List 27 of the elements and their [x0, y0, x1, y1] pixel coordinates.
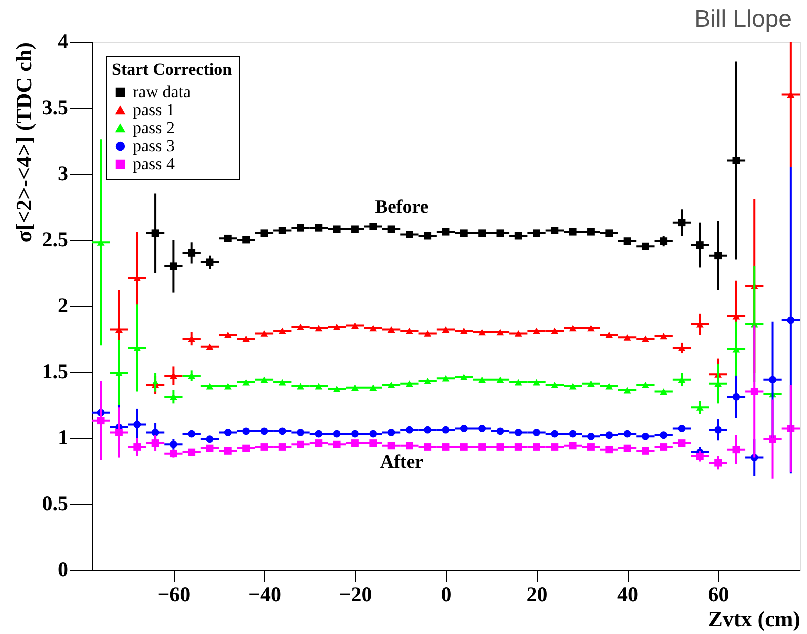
x-tick-label: −20 [339, 582, 372, 606]
y-tick-label: 3.5 [42, 96, 68, 120]
y-tick-label: 1 [58, 426, 68, 450]
annotation: Before [375, 197, 429, 218]
x-tick-label: 20 [526, 582, 548, 606]
y-axis-title: σ[<2>-<4>] (TDC ch) [11, 42, 36, 243]
y-tick-label: 2 [58, 294, 68, 318]
y-tick-label: 3 [58, 162, 68, 186]
x-axis-title: Zvtx (cm) [708, 606, 800, 632]
annotation: After [380, 452, 424, 473]
legend-label: pass 1 [133, 100, 176, 120]
y-tick-label: 2.5 [42, 228, 68, 252]
y-tick-label: 0 [58, 558, 68, 582]
legend-label: pass 3 [133, 136, 176, 156]
x-tick-label: −40 [248, 582, 282, 606]
x-tick-label: −60 [158, 582, 191, 606]
x-tick-label: 40 [618, 582, 639, 606]
y-tick-label: 0.5 [42, 492, 68, 516]
legend-label: raw data [133, 82, 192, 102]
legend-label: pass 2 [133, 118, 176, 138]
x-tick-label: 60 [708, 582, 730, 606]
x-tick-label: 0 [441, 582, 452, 606]
text: Bill Llope [694, 6, 792, 33]
legend-title: Start Correction [112, 60, 233, 79]
y-tick-label: 1.5 [42, 360, 68, 384]
y-tick-label: 4 [58, 30, 69, 54]
legend-label: pass 4 [133, 154, 176, 174]
